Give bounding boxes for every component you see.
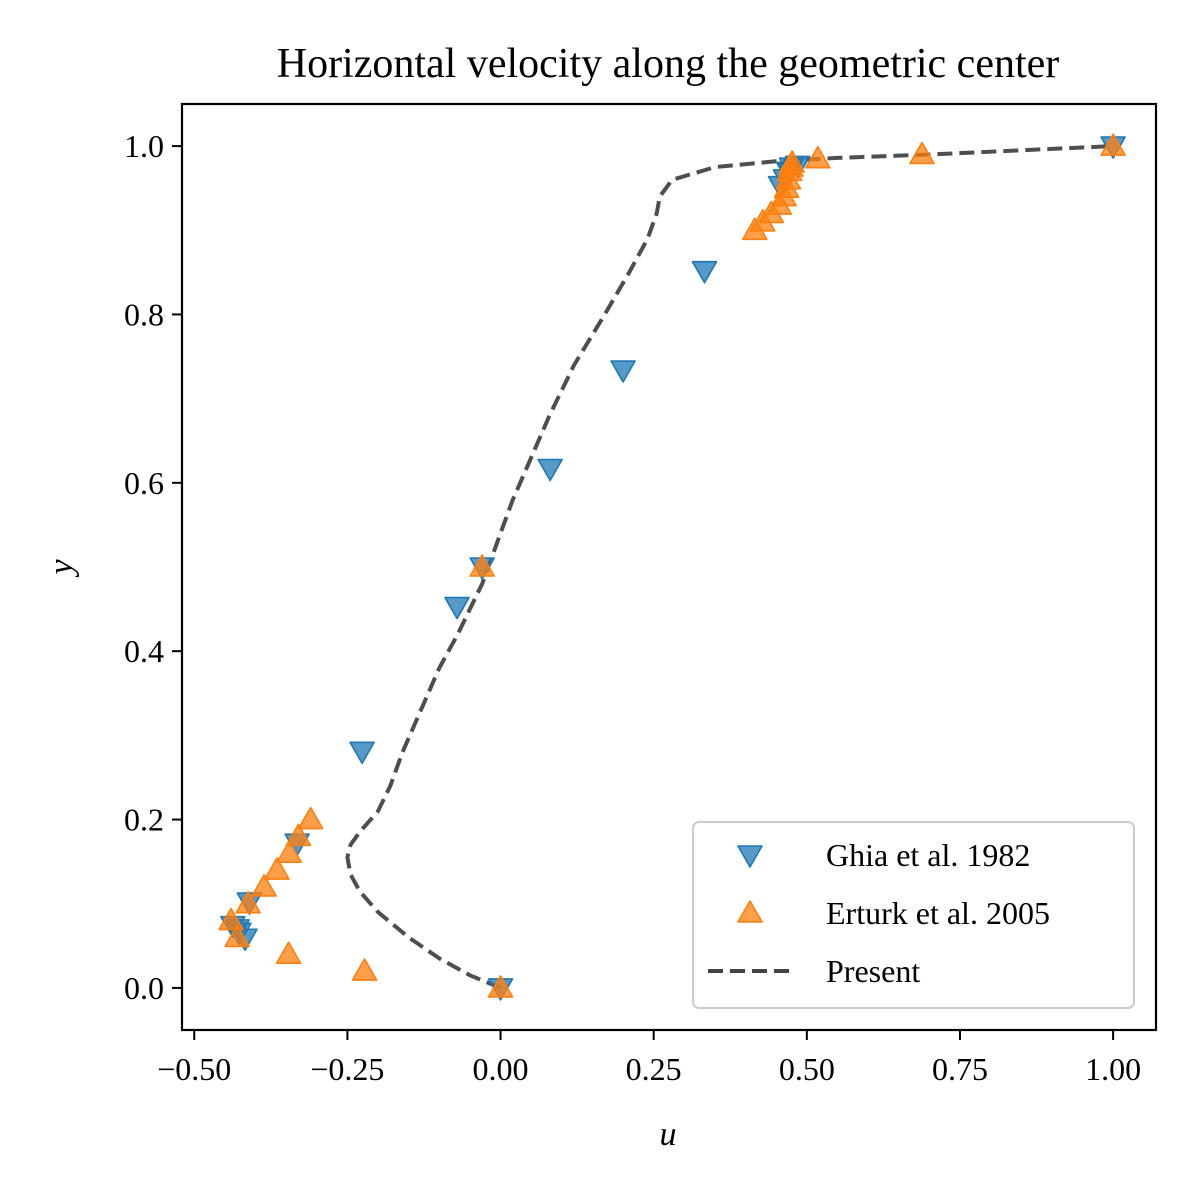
data-point — [779, 150, 805, 173]
y-axis-label: y — [43, 559, 80, 578]
data-point — [235, 890, 261, 914]
data-point — [264, 857, 290, 880]
data-point — [537, 458, 563, 482]
legend-marker — [737, 845, 763, 868]
legend-entries: Ghia et al. 1982 Erturk et al. 2005 Presen… — [708, 837, 1050, 989]
legend-label: Ghia et al. 1982 — [826, 837, 1030, 873]
legend-label: Present — [826, 953, 920, 989]
data-point — [1100, 133, 1126, 156]
data-point — [224, 924, 250, 948]
series-layer — [218, 133, 1126, 1001]
x-axis-ticks: −0.50 −0.25 0.00 0.25 0.50 0.75 1.00 — [157, 1030, 1141, 1087]
data-point — [444, 596, 470, 620]
legend-box — [692, 821, 1135, 1009]
present-line — [345, 144, 1114, 990]
legend-label: Erturk et al. 2005 — [826, 895, 1050, 931]
data-point — [610, 360, 636, 383]
data-point — [251, 874, 277, 897]
legend: Ghia et al. 1982 Erturk et al. 2005 Presen… — [692, 821, 1135, 1009]
x-tick-label: 0.25 — [626, 1051, 682, 1087]
data-point — [297, 806, 324, 830]
legend-marker — [737, 900, 763, 923]
x-tick-label: 0.75 — [932, 1051, 988, 1087]
plot-area-frame — [180, 102, 1158, 1032]
data-point — [349, 741, 375, 765]
data-point — [805, 145, 831, 169]
data-point — [275, 941, 302, 965]
data-point — [351, 958, 378, 981]
data-point — [909, 141, 935, 165]
data-point — [218, 907, 244, 931]
y-axis-ticks: 0.0 0.2 0.4 0.6 0.8 1.0 — [124, 128, 182, 1006]
chart-title: Horizontal velocity along the geometric … — [277, 41, 1060, 87]
x-axis-label: u — [660, 1116, 677, 1153]
x-tick-label: 0.00 — [473, 1051, 529, 1087]
x-tick-label: 0.50 — [779, 1051, 835, 1087]
y-tick-label: 0.6 — [124, 465, 164, 501]
y-tick-label: 1.0 — [124, 128, 164, 164]
y-tick-label: 0.2 — [124, 802, 164, 838]
x-tick-label: −0.50 — [157, 1051, 231, 1087]
data-point — [487, 975, 514, 998]
data-point — [691, 260, 718, 284]
data-point — [285, 823, 312, 847]
y-tick-label: 0.8 — [124, 296, 164, 332]
series-points-1 — [218, 133, 1126, 998]
x-tick-label: −0.25 — [310, 1051, 384, 1087]
data-point — [276, 840, 303, 864]
y-tick-label: 0.0 — [124, 970, 164, 1006]
y-tick-label: 0.4 — [124, 633, 164, 669]
x-tick-label: 1.00 — [1085, 1051, 1141, 1087]
series-line-2 — [345, 144, 1114, 990]
data-point — [469, 554, 495, 577]
